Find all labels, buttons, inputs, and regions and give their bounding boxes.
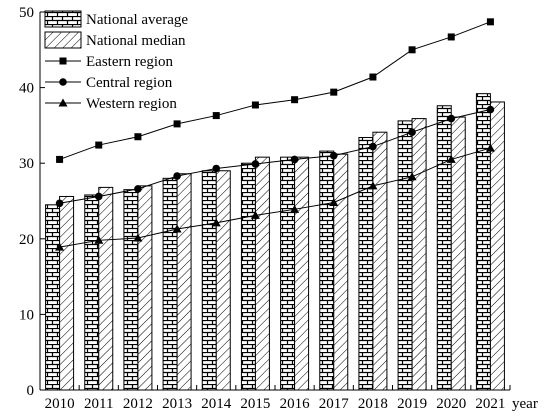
point-circle (134, 185, 142, 193)
x-tick-label: 2011 (84, 396, 113, 412)
point-triangle (94, 235, 104, 244)
lines-layer (55, 18, 495, 251)
bar-diagonal-hatch (450, 116, 466, 391)
point-circle (369, 142, 377, 151)
point-triangle (485, 143, 495, 152)
legend: National average National median Eastern r… (44, 10, 188, 112)
point-triangle (446, 154, 456, 163)
x-tick-label: 2016 (280, 396, 311, 412)
point-triangle (250, 210, 260, 219)
x-axis-label: year (512, 396, 538, 412)
point-circle (173, 172, 181, 180)
legend-label: Eastern region (86, 54, 174, 70)
point-circle (55, 199, 64, 208)
x-tick-label: 2012 (123, 396, 153, 412)
point-square (369, 73, 377, 81)
legend-swatch-diagonal-hatch (44, 31, 82, 49)
point-triangle (368, 181, 378, 190)
point-square (408, 46, 416, 54)
y-ticks: 0 10 20 30 40 50 (19, 5, 45, 399)
y-tick-label: 30 (19, 156, 34, 172)
legend-marker-square (59, 57, 67, 65)
bar-diagonal-hatch (489, 101, 505, 391)
bar-brick (397, 120, 413, 391)
y-tick-label: 0 (27, 383, 35, 399)
x-tick-label: 2019 (397, 396, 427, 412)
bar-diagonal-hatch (333, 153, 349, 391)
point-triangle (172, 224, 182, 233)
x-tick-label: 2013 (162, 396, 192, 412)
legend-label: Central region (86, 75, 173, 91)
bar-diagonal-hatch (215, 170, 231, 391)
line-triangle (59, 147, 491, 248)
bar-brick (436, 105, 452, 391)
bar-brick (475, 93, 491, 391)
y-tick-label: 50 (19, 5, 34, 21)
point-circle (408, 128, 416, 137)
point-circle (447, 114, 456, 123)
legend-marker-triangle (58, 98, 68, 107)
y-tick-label: 20 (19, 232, 34, 248)
x-tick-label: 2017 (319, 396, 350, 412)
point-triangle (211, 218, 221, 227)
point-circle (251, 160, 260, 168)
bar-brick (240, 162, 256, 391)
point-triangle (329, 198, 339, 207)
y-tick-label: 40 (19, 81, 34, 97)
bar-brick (358, 136, 374, 391)
point-circle (212, 164, 221, 173)
legend-label: Western region (86, 96, 177, 112)
x-tick-label: 2014 (201, 396, 232, 412)
axes: 0 10 20 30 40 50 2010 2011 2012 2013 2014 2015 2016… (19, 5, 538, 412)
point-triangle (407, 172, 417, 181)
bar-diagonal-hatch (59, 195, 75, 391)
bar-brick (162, 177, 178, 391)
point-square (251, 101, 259, 109)
point-square (173, 120, 181, 128)
point-square (486, 18, 494, 26)
point-square (134, 133, 142, 141)
bar-diagonal-hatch (372, 131, 388, 391)
point-circle (290, 155, 299, 164)
bar-brick (45, 204, 61, 391)
point-square (212, 112, 220, 120)
point-square (56, 155, 64, 163)
bar-diagonal-hatch (176, 173, 192, 391)
point-triangle (55, 242, 65, 251)
point-square (95, 141, 103, 149)
point-square (291, 96, 299, 104)
point-circle (486, 105, 495, 114)
line-circle (59, 109, 491, 204)
point-circle (94, 192, 103, 201)
bar-brick (84, 194, 100, 391)
bar-diagonal-hatch (137, 185, 153, 391)
bar-diagonal-hatch (411, 118, 427, 391)
bar-brick (280, 156, 296, 391)
bar-brick (201, 170, 217, 391)
bar-diagonal-hatch (294, 156, 310, 391)
x-tick-label: 2015 (240, 396, 270, 412)
line-square (59, 21, 491, 160)
bar-diagonal-hatch (254, 156, 270, 391)
legend-label: National median (86, 33, 186, 49)
point-triangle (290, 204, 300, 213)
point-square (447, 33, 455, 41)
legend-marker-circle (59, 78, 67, 86)
bars-layer (45, 93, 505, 391)
point-square (330, 88, 338, 96)
legend-swatch-brick (44, 10, 82, 28)
point-triangle (133, 233, 143, 242)
bar-diagonal-hatch (98, 186, 114, 391)
bar-brick (123, 189, 139, 391)
x-tick-label: 2010 (45, 396, 75, 412)
x-tick-label: 2018 (358, 396, 388, 412)
legend-label: National average (86, 12, 188, 28)
x-tick-label: 2020 (436, 396, 466, 412)
point-circle (329, 151, 338, 160)
bar-brick (319, 150, 335, 391)
y-tick-label: 10 (19, 307, 34, 323)
x-tick-label: 2021 (475, 396, 505, 412)
x-ticks: 2010 2011 2012 2013 2014 2015 2016 2017 2018 2019… (39, 385, 511, 412)
